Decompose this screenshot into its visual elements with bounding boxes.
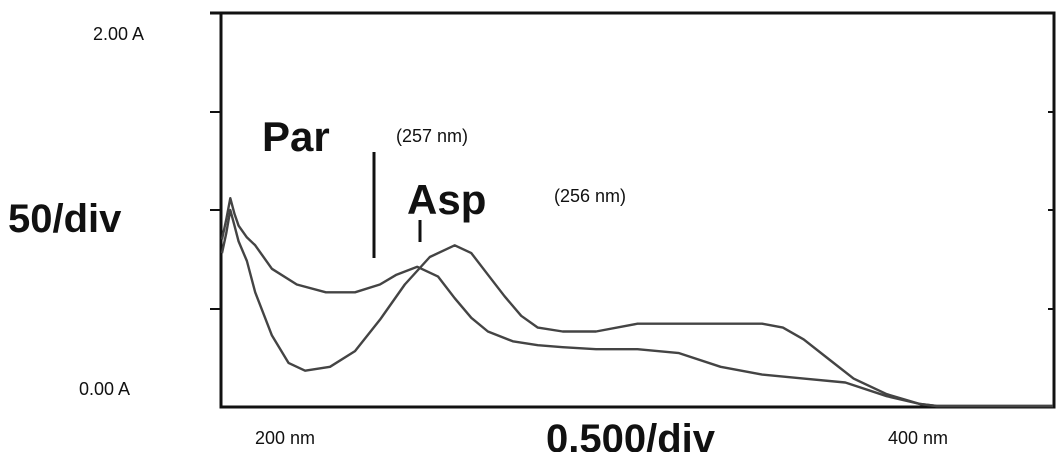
par-peak-wavelength: (257 nm) — [396, 126, 468, 146]
series-layer — [220, 197, 1053, 408]
plot-frame — [210, 11, 1056, 409]
asp-annotation-label: Asp — [407, 176, 486, 223]
y-axis-scale-label: 50/div — [8, 197, 122, 241]
asp-peak-wavelength: (256 nm) — [554, 186, 626, 206]
y-axis-min-label: 0.00 A — [79, 379, 130, 399]
y-axis-max-label: 2.00 A — [93, 24, 144, 44]
x-axis-scale-label: 0.500/div — [546, 417, 716, 452]
x-axis-max-label: 400 nm — [888, 428, 948, 448]
series-line-asp — [220, 208, 1053, 408]
par-annotation-label: Par — [262, 113, 330, 160]
x-axis-min-label: 200 nm — [255, 428, 315, 448]
series-line-par — [220, 197, 1053, 408]
